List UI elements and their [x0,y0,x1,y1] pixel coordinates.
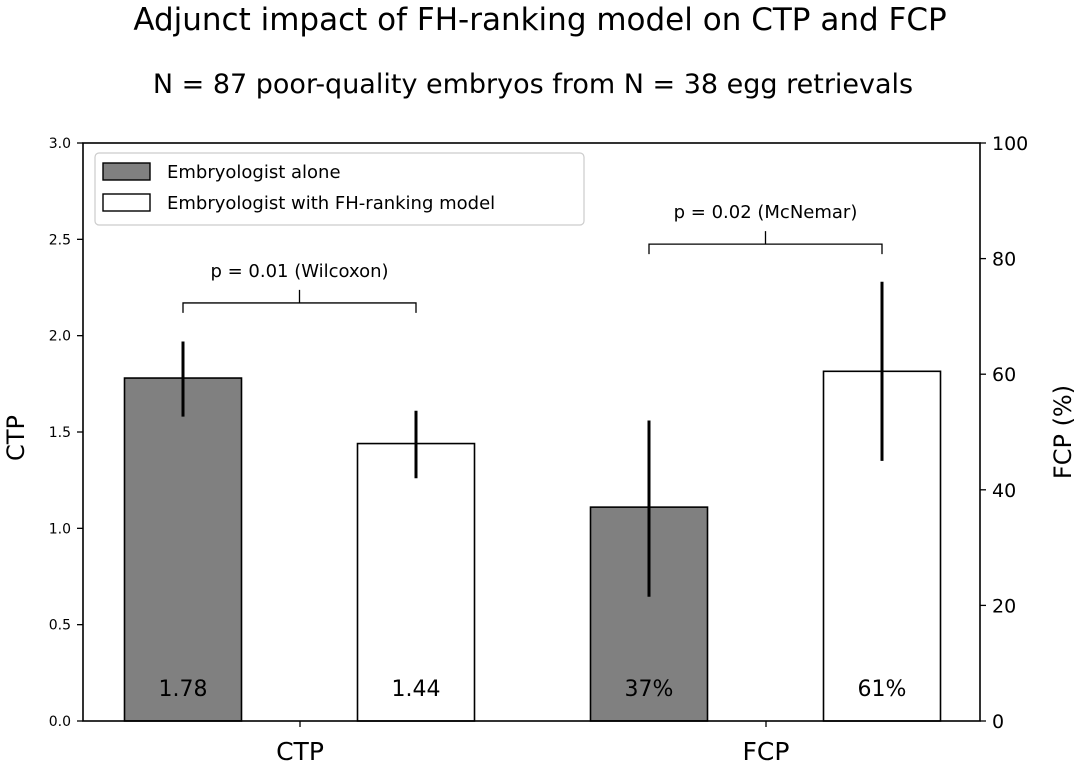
plot-area: 1.78 37% 1.44 61% p = 0.01 (Wilcoxon) p = 0.0… [2,133,1077,764]
right-axis-tick-label: 80 [992,249,1016,271]
left-axis-tick-label: 2.5 [49,232,71,248]
bar-value-label: 61% [858,677,907,702]
bar-value-label: 1.78 [159,677,208,702]
right-axis-tick-label: 40 [992,480,1016,502]
legend-entry-label: Embryologist alone [167,162,341,183]
legend-box [94,152,585,226]
left-axis-tick-label: 2.0 [49,329,71,345]
left-axis-tick-label: 1.5 [49,425,71,441]
p-value-annotation: p = 0.01 (Wilcoxon) [210,261,388,282]
chart-subtitle: N = 87 poor-quality embryos from N = 38 … [153,69,913,100]
right-axis-tick-label: 0 [992,711,1004,733]
right-axis-label: FCP (%) [1049,385,1077,479]
left-axis-tick-label: 1.0 [49,521,71,537]
right-axis-tick-label: 100 [992,133,1028,155]
left-axis-tick-label: 0.0 [49,714,71,730]
bar-value-label: 37% [625,677,674,702]
significance-bracket-fcp [648,231,883,255]
bar-value-label: 1.44 [392,677,441,702]
left-axis-label: CTP [2,415,30,461]
x-axis-tick-label: CTP [276,737,324,764]
legend-entry-label: Embryologist with FH-ranking model [167,193,495,214]
x-axis-tick-label: FCP [743,737,790,764]
left-axis-tick-label: 3.0 [49,136,71,152]
legend-swatch [102,162,151,181]
left-axis-tick-label: 0.5 [49,618,71,634]
significance-bracket-ctp [182,289,417,313]
chart-title: Adjunct impact of FH-ranking model on CT… [133,2,946,38]
legend-swatch [102,193,151,212]
p-value-annotation: p = 0.02 (McNemar) [674,202,858,223]
right-axis-tick-label: 60 [992,364,1016,386]
right-axis-tick-label: 20 [992,595,1016,617]
bar-ctp-alone [123,377,243,722]
